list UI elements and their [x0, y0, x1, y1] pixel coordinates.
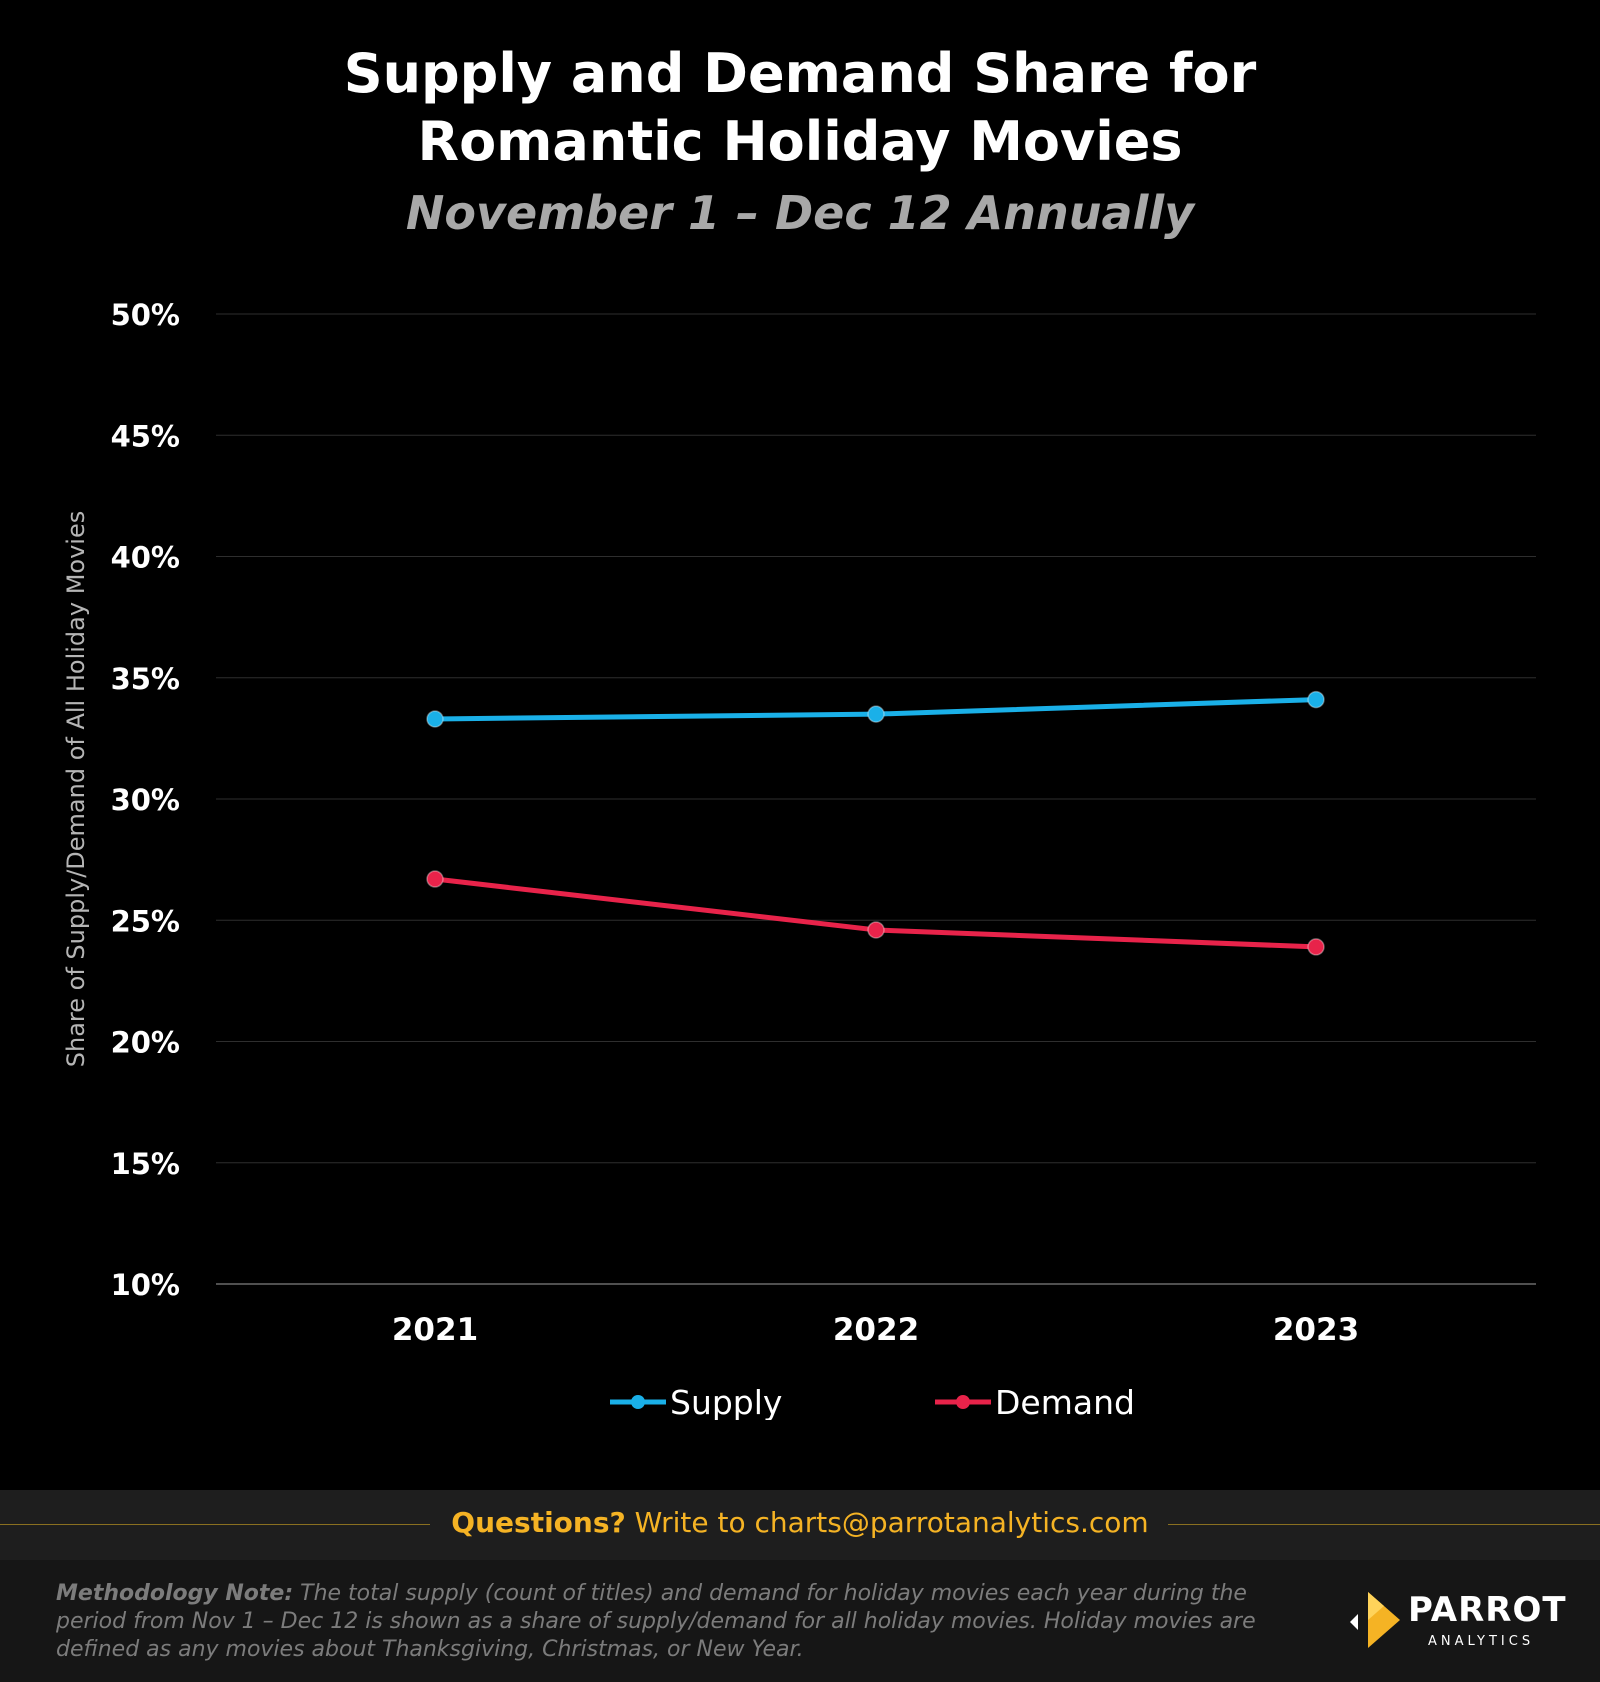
series-demand: [426, 870, 1325, 956]
footer-divider-right: [1168, 1524, 1600, 1525]
y-tick-label: 10%: [111, 1268, 180, 1302]
y-tick-label: 40%: [111, 541, 180, 575]
methodology-note: Methodology Note: The total supply (coun…: [56, 1580, 1256, 1664]
y-tick-label: 50%: [111, 298, 180, 332]
chart-title-line2: Romantic Holiday Movies: [417, 110, 1183, 173]
line-chart: 10% 15% 20% 25% 30% 35% 40% 45% 50% 2021 2022 2023…: [62, 298, 1536, 1420]
x-tick-label: 2023: [1273, 1312, 1359, 1348]
chart-title: Supply and Demand Share for Romantic Hol…: [0, 40, 1600, 176]
chart-title-line1: Supply and Demand Share for: [343, 42, 1257, 105]
demand-point: [1307, 938, 1325, 956]
x-tick-label: 2021: [392, 1312, 478, 1348]
y-tick-label: 15%: [111, 1147, 180, 1181]
methodology-text: The total supply (count of titles) and d…: [56, 1581, 1256, 1662]
parrot-analytics-logo: PARROT ANALYTICS: [1340, 1584, 1580, 1654]
footer-questions: Questions? Write to charts@parrotanalyti…: [0, 1506, 1600, 1539]
supply-point: [867, 705, 885, 723]
questions-contact[interactable]: Write to charts@parrotanalytics.com: [634, 1506, 1149, 1539]
supply-point: [426, 710, 444, 728]
methodology-band: Methodology Note: The total supply (coun…: [0, 1560, 1600, 1682]
logo-name: PARROT: [1408, 1590, 1567, 1630]
y-tick-label: 35%: [111, 662, 180, 696]
logo-subtitle: ANALYTICS: [1428, 1634, 1535, 1649]
legend-item-supply: Supply: [610, 1383, 782, 1420]
legend-label: Supply: [670, 1383, 782, 1420]
legend: Supply Demand: [610, 1383, 1135, 1420]
legend-item-demand: Demand: [935, 1383, 1135, 1420]
y-tick-label: 30%: [111, 783, 180, 817]
methodology-label: Methodology Note:: [56, 1581, 294, 1606]
legend-marker: [956, 1395, 970, 1409]
y-tick-label: 20%: [111, 1026, 180, 1060]
legend-label: Demand: [995, 1383, 1135, 1420]
series-supply: [426, 690, 1325, 728]
y-axis-ticks: 10% 15% 20% 25% 30% 35% 40% 45% 50%: [111, 298, 180, 1302]
y-tick-label: 45%: [111, 419, 180, 453]
y-tick-label: 25%: [111, 904, 180, 938]
supply-point: [1307, 690, 1325, 709]
footer-divider-left: [0, 1524, 430, 1525]
gridlines: [216, 313, 1536, 1285]
parrot-logo-icon: [1350, 1592, 1400, 1648]
x-axis-ticks: 2021 2022 2023: [392, 1312, 1359, 1348]
footer-questions-band: Questions? Write to charts@parrotanalyti…: [0, 1490, 1600, 1560]
demand-point: [867, 921, 885, 939]
questions-label: Questions?: [451, 1506, 626, 1539]
demand-point: [426, 870, 444, 888]
chart-subtitle: November 1 – Dec 12 Annually: [405, 186, 1195, 240]
series-lines: [426, 690, 1325, 956]
x-tick-label: 2022: [833, 1312, 919, 1348]
legend-marker: [631, 1395, 645, 1409]
y-axis-label: Share of Supply/Demand of All Holiday Mo…: [62, 511, 90, 1067]
